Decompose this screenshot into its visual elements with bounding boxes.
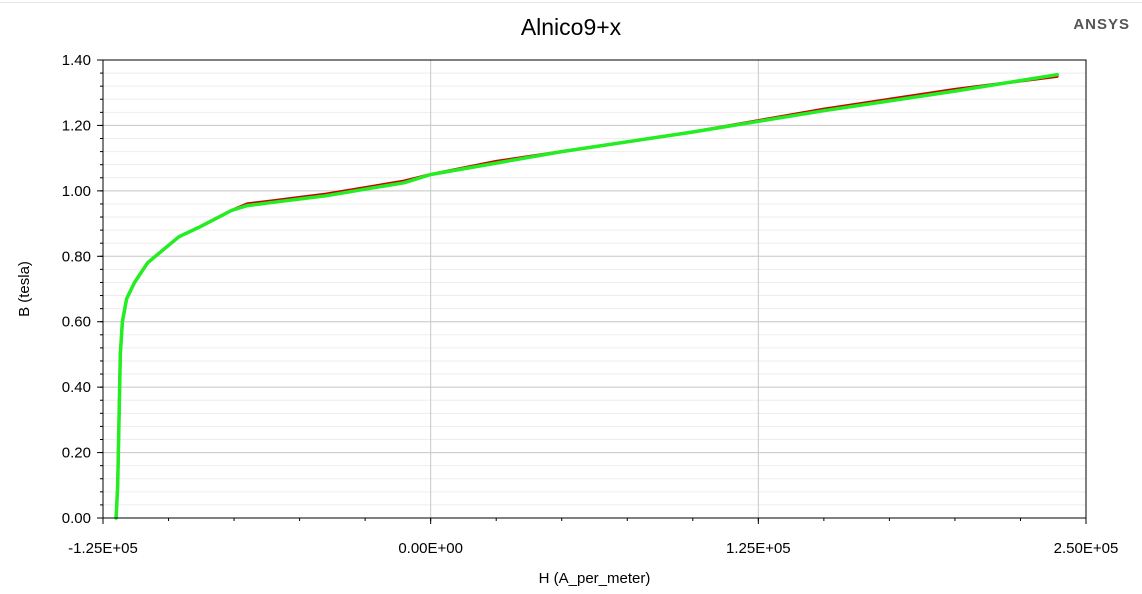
tick-labels: 0.00 0.20 0.40 0.60 0.80 1.00 1.20 1.40 -1.25E+0… [62, 52, 1119, 557]
series-line-red [114, 74, 1059, 520]
y-axis-label: B (tesla) [16, 261, 33, 317]
plot-frame [102, 59, 1087, 519]
chart-title: Alnico9+x [520, 14, 622, 40]
x-tick-label: 0.00E+00 [398, 540, 463, 557]
x-axis-label: H (A_per_meter) [539, 570, 651, 587]
ticks [97, 59, 1087, 524]
x-tick-label: -1.25E+05 [68, 540, 138, 557]
y-tick-label: 1.00 [62, 183, 91, 200]
y-tick-label: 1.20 [62, 117, 91, 134]
x-tick-label: 1.25E+05 [726, 540, 791, 557]
y-tick-label: 1.40 [62, 52, 91, 69]
series-layer [114, 72, 1059, 520]
y-tick-label: 0.80 [62, 248, 91, 265]
top-rule [0, 2, 1142, 3]
y-tick-label: 0.20 [62, 445, 91, 462]
y-tick-label: 0.40 [62, 379, 91, 396]
grid [103, 60, 1086, 518]
y-tick-label: 0.60 [62, 314, 91, 331]
ansys-logo: ANSYS [1073, 16, 1130, 33]
y-tick-label: 0.00 [62, 510, 91, 527]
x-tick-label: 2.50E+05 [1054, 540, 1119, 557]
series-line-green [114, 72, 1059, 520]
